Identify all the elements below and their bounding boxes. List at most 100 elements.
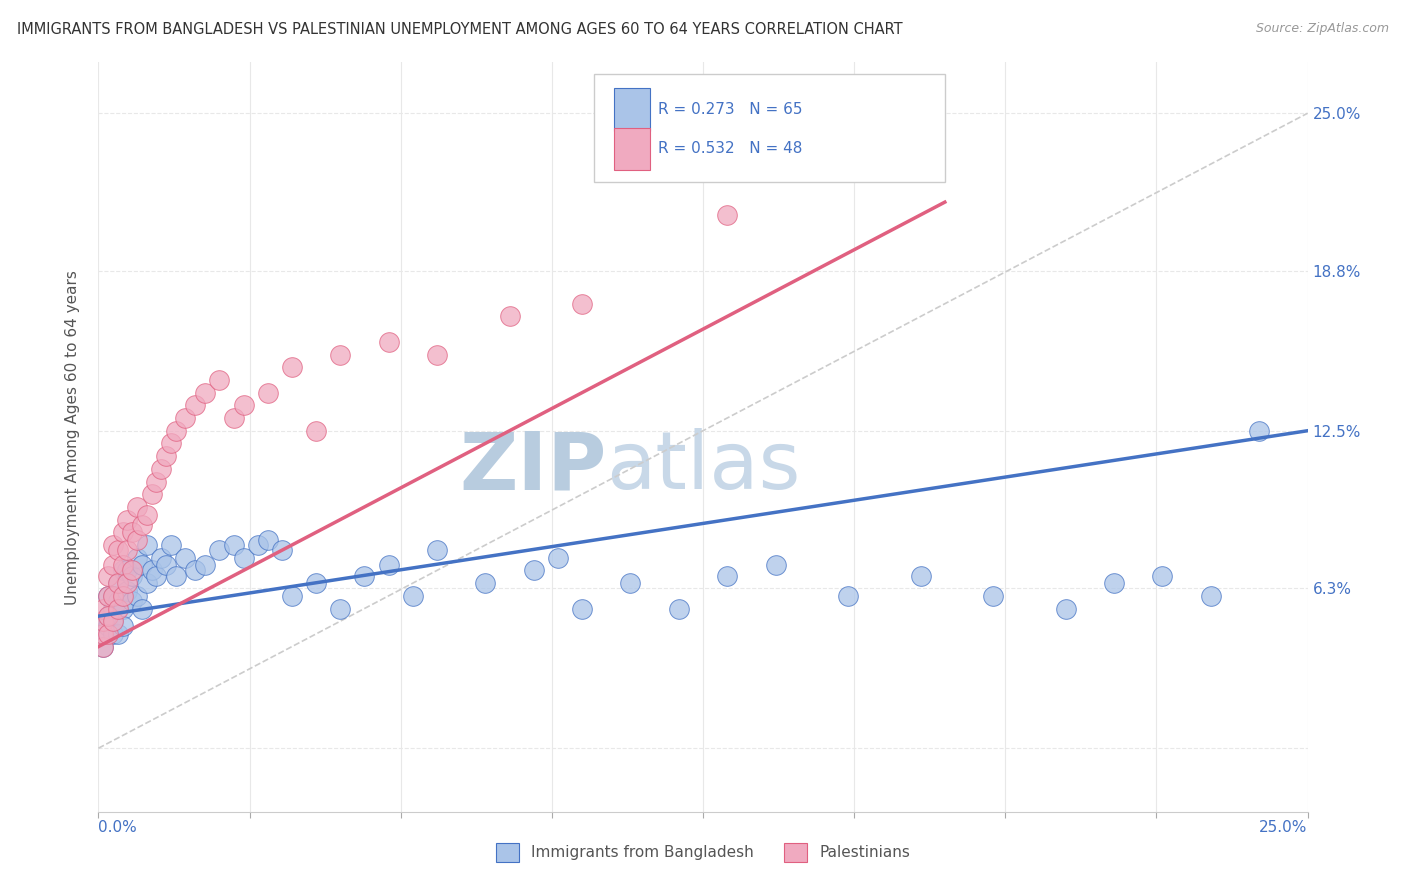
Point: [97, 568, 120, 582]
Point: [174, 550, 197, 565]
Point: [716, 568, 738, 582]
Point: [498, 310, 520, 324]
Point: [281, 589, 304, 603]
Text: atlas: atlas: [606, 428, 800, 506]
Point: [111, 558, 134, 573]
Text: R = 0.532   N = 48: R = 0.532 N = 48: [658, 142, 803, 156]
Point: [111, 601, 134, 615]
Point: [91, 627, 114, 641]
Point: [135, 576, 157, 591]
Point: [402, 589, 425, 603]
Point: [765, 558, 787, 573]
Point: [107, 594, 129, 608]
Point: [426, 543, 449, 558]
Point: [121, 594, 143, 608]
Point: [194, 385, 217, 400]
Point: [523, 563, 546, 577]
Text: ZIP: ZIP: [458, 428, 606, 506]
Point: [145, 475, 167, 489]
Text: R = 0.273   N = 65: R = 0.273 N = 65: [658, 102, 803, 117]
Text: 25.0%: 25.0%: [1260, 820, 1308, 835]
Point: [174, 411, 197, 425]
Point: [160, 538, 183, 552]
Point: [101, 614, 124, 628]
Point: [305, 424, 328, 438]
Point: [127, 500, 149, 514]
FancyBboxPatch shape: [595, 74, 945, 182]
Point: [141, 487, 163, 501]
Point: [97, 589, 120, 603]
Point: [107, 543, 129, 558]
Point: [145, 568, 167, 582]
Point: [194, 558, 217, 573]
Point: [111, 589, 134, 603]
Point: [131, 517, 153, 532]
Point: [377, 334, 399, 349]
Point: [111, 619, 134, 633]
Point: [474, 576, 496, 591]
Point: [117, 583, 139, 598]
Point: [165, 568, 187, 582]
Point: [716, 208, 738, 222]
Point: [208, 373, 231, 387]
Point: [97, 627, 120, 641]
Point: [117, 513, 139, 527]
Point: [1199, 589, 1222, 603]
Y-axis label: Unemployment Among Ages 60 to 64 years: Unemployment Among Ages 60 to 64 years: [65, 269, 80, 605]
Point: [111, 589, 134, 603]
Point: [101, 589, 124, 603]
Point: [329, 601, 352, 615]
Point: [121, 525, 143, 540]
Point: [668, 601, 690, 615]
Text: Source: ZipAtlas.com: Source: ZipAtlas.com: [1256, 22, 1389, 36]
Point: [141, 563, 163, 577]
Point: [329, 347, 352, 361]
Point: [97, 609, 120, 624]
Point: [91, 614, 114, 628]
Point: [281, 360, 304, 375]
Point: [571, 601, 593, 615]
Point: [377, 558, 399, 573]
Text: 0.0%: 0.0%: [98, 820, 138, 835]
Point: [111, 563, 134, 577]
Point: [271, 543, 294, 558]
Point: [1152, 568, 1174, 582]
Point: [107, 576, 129, 591]
Point: [222, 538, 245, 552]
Point: [131, 558, 153, 573]
Point: [426, 347, 449, 361]
Point: [117, 576, 139, 591]
Point: [910, 568, 932, 582]
Point: [165, 424, 187, 438]
Point: [135, 508, 157, 522]
Point: [547, 550, 569, 565]
Point: [91, 640, 114, 654]
Point: [97, 589, 120, 603]
Point: [121, 563, 143, 577]
Point: [571, 297, 593, 311]
Point: [256, 533, 278, 547]
Point: [1249, 424, 1271, 438]
Point: [232, 398, 254, 412]
Point: [121, 568, 143, 582]
Point: [222, 411, 245, 425]
Point: [127, 550, 149, 565]
Point: [107, 627, 129, 641]
Text: IMMIGRANTS FROM BANGLADESH VS PALESTINIAN UNEMPLOYMENT AMONG AGES 60 TO 64 YEARS: IMMIGRANTS FROM BANGLADESH VS PALESTINIA…: [17, 22, 903, 37]
Point: [208, 543, 231, 558]
Point: [127, 589, 149, 603]
Point: [184, 563, 207, 577]
Point: [117, 563, 139, 577]
Point: [1102, 576, 1125, 591]
Point: [117, 543, 139, 558]
FancyBboxPatch shape: [613, 128, 650, 170]
Point: [91, 614, 114, 628]
Point: [160, 436, 183, 450]
Point: [150, 462, 173, 476]
Point: [101, 627, 124, 641]
Point: [184, 398, 207, 412]
Point: [107, 576, 129, 591]
Point: [837, 589, 859, 603]
Point: [101, 601, 124, 615]
Point: [150, 550, 173, 565]
